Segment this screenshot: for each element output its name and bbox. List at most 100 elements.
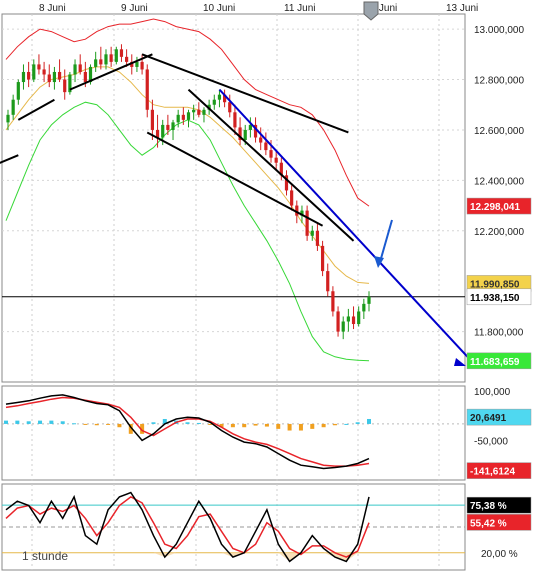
trendline (17, 98, 55, 121)
macd-histogram-bar (15, 420, 20, 424)
candle-body (300, 210, 304, 216)
candle-body (176, 114, 180, 123)
price-tick-label: 12.400,000 (474, 176, 524, 187)
candle-body (284, 175, 289, 191)
macd-histogram-bar (185, 422, 190, 424)
candle-body (331, 291, 335, 312)
candle-body (94, 59, 98, 67)
macd-histogram-bar (106, 423, 111, 425)
candle-body (351, 316, 356, 325)
macd-histogram-bar (253, 423, 258, 426)
candle-body (42, 69, 46, 75)
macd-panel (2, 394, 465, 470)
candle-body (27, 71, 31, 80)
stoch-d-line (5, 496, 370, 558)
trendline (69, 53, 153, 91)
date-label: 13 Juni (446, 3, 478, 14)
candle-body (47, 74, 51, 83)
candle-body (326, 271, 330, 292)
macd-badge-bg (466, 462, 532, 479)
candle-body (145, 69, 149, 110)
macd-histogram-bar (83, 423, 88, 425)
candle-body (212, 99, 216, 105)
stoch-badge: 55,42 % (470, 518, 507, 529)
candle-body (253, 124, 258, 138)
date-label: 10 Juni (203, 3, 235, 14)
macd-histogram-bar (264, 423, 269, 427)
candle-body (202, 109, 206, 115)
price-tick-label: 12.600,000 (474, 126, 524, 137)
macd-histogram-bar (242, 423, 247, 428)
current-price-badge-bg (466, 288, 532, 306)
candle-body (130, 61, 134, 67)
stoch-tick-label: 20,00 % (481, 549, 518, 560)
candle-body (52, 71, 57, 83)
candle-body (367, 296, 371, 304)
candle-body (233, 112, 237, 128)
date-label: 8 Juni (39, 3, 66, 14)
candle-body (135, 61, 139, 67)
macd-badge: 20,6491 (470, 413, 507, 424)
trendline (187, 88, 355, 242)
candles (6, 44, 371, 340)
price-badge: 11.990,850 (470, 279, 520, 290)
macd-histogram-bar (196, 422, 201, 424)
macd-histogram-bar (230, 423, 235, 428)
price-badge: 11.683,659 (470, 357, 520, 368)
candle-body (32, 64, 36, 80)
macd-badge-bg (466, 408, 532, 426)
macd-histogram-bar (310, 423, 315, 429)
trendline (0, 154, 19, 164)
stoch-badge-bg (466, 514, 532, 531)
stoch-k-line (5, 491, 370, 563)
price-tick-label: 12.800,000 (474, 76, 524, 87)
candle-body (336, 311, 340, 332)
macd-histogram-bar (344, 423, 349, 425)
price-badge-bg (466, 197, 532, 215)
axes: 8 Juni 9 Juni 10 Juni 11 Juni 12 Juni 13 Juni… (39, 1, 532, 560)
candle-body (114, 49, 118, 62)
candle-body (217, 94, 222, 100)
trendline (141, 53, 349, 134)
macd-histogram-bar (151, 422, 156, 424)
macd-histogram-bar (208, 423, 213, 425)
candle-body (109, 54, 113, 62)
annotation-arrow-head (374, 256, 384, 268)
macd-histogram-bar (219, 423, 224, 428)
stoch-badge: 75,38 % (470, 501, 507, 512)
candle-body (68, 74, 72, 93)
price-badge-bg (466, 352, 532, 370)
candle-body (11, 99, 15, 115)
trendline (146, 131, 324, 227)
candle-body (99, 59, 103, 65)
macd-histogram-bar (117, 423, 122, 428)
time-marker-icon (363, 1, 379, 21)
macd-histogram-bar (49, 420, 54, 424)
candle-body (155, 129, 160, 138)
macd-histogram-bar (26, 421, 31, 424)
candle-body (140, 61, 144, 70)
candle-body (279, 162, 283, 176)
candle-body (228, 102, 232, 113)
candle-body (186, 112, 191, 120)
candle-body (37, 64, 41, 70)
date-label: 12 Juni (365, 3, 397, 14)
candle-body (259, 137, 263, 143)
candle-body (264, 142, 268, 151)
macd-histogram-bar (38, 420, 43, 424)
candle-body (181, 114, 185, 120)
timeframe-label: 1 stunde (22, 549, 68, 563)
candle-body (320, 245, 325, 272)
bollinger-upper-line (5, 18, 370, 207)
candle-body (346, 316, 350, 322)
macd-histogram-bar (321, 423, 326, 428)
macd-tick-label: -50,000 (474, 436, 508, 447)
candle-body (362, 303, 366, 312)
candle-body (315, 230, 320, 246)
candle-body (63, 79, 67, 93)
macd-histogram-bar (94, 423, 99, 426)
macd-histogram-bar (72, 423, 77, 425)
candle-body (57, 71, 62, 80)
candle-body (223, 94, 227, 103)
